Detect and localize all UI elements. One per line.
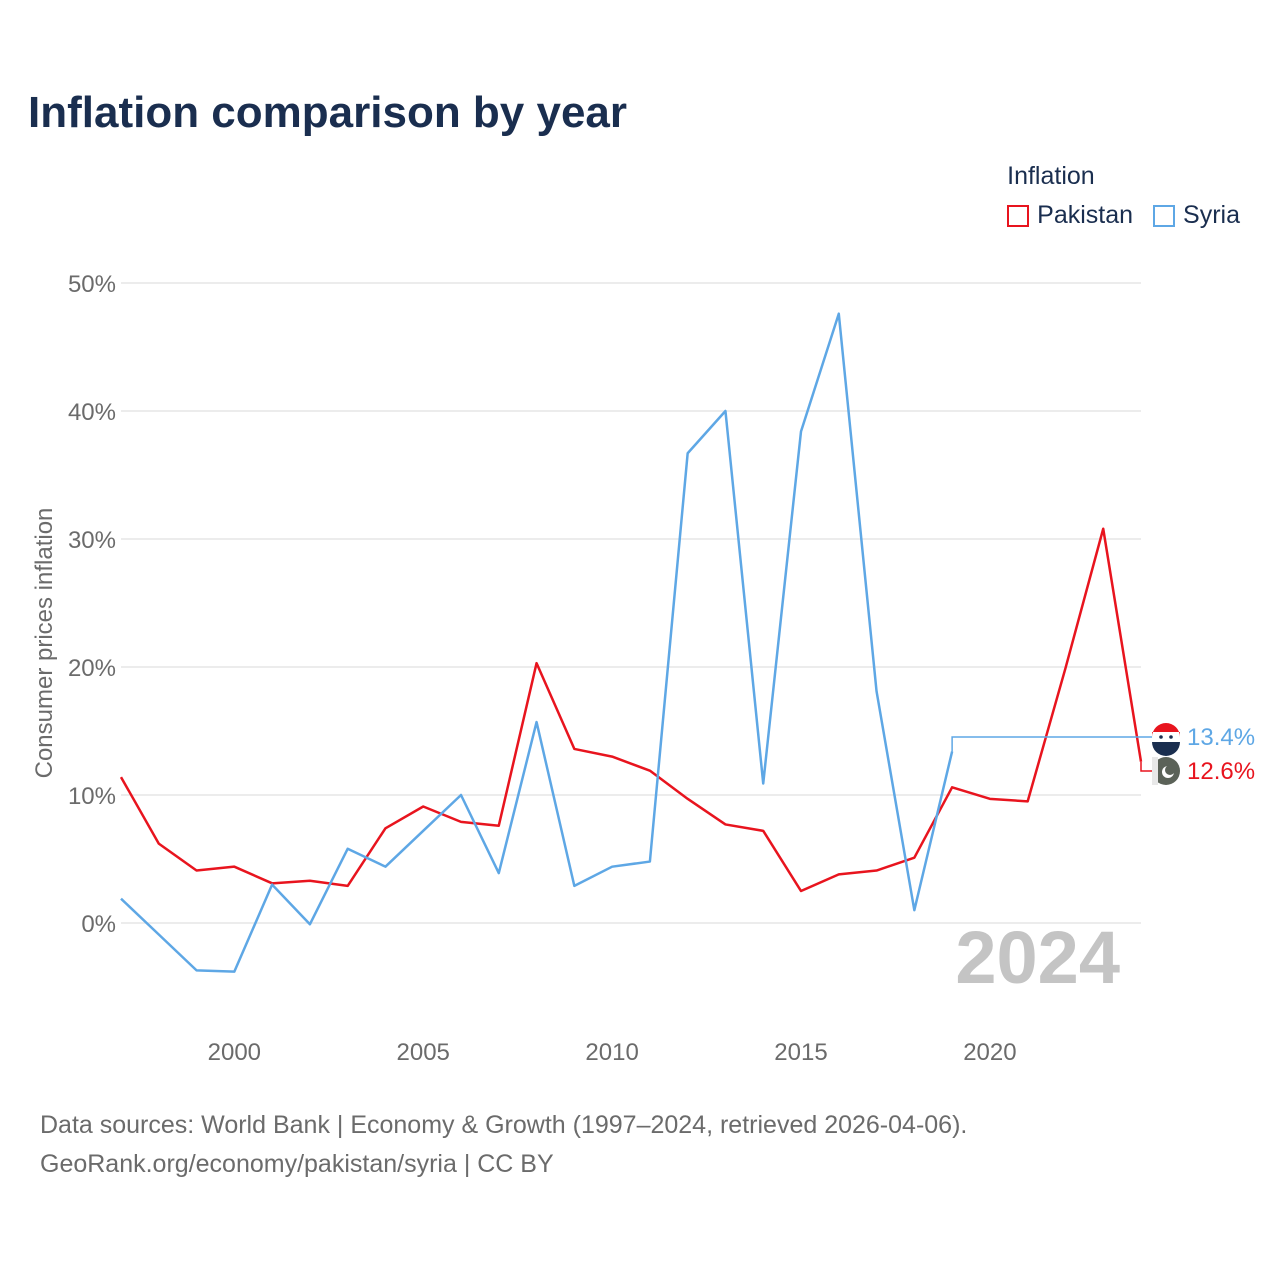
legend-title: Inflation [1007, 162, 1095, 190]
year-watermark: 2024 [955, 916, 1120, 999]
line-chart: 0% 10% 20% 30% 40% 50% 2000 2005 2010 2015 2020 C… [31, 271, 1255, 1066]
end-label-pakistan: 12.6% [1187, 758, 1255, 785]
x-tick-label: 2020 [963, 1039, 1016, 1066]
y-axis-ticks: 0% 10% 20% 30% 40% 50% [68, 271, 116, 938]
flag-crescent-cut [1165, 765, 1175, 775]
legend-label-pakistan: Pakistan [1037, 201, 1134, 229]
footer: Data sources: World Bank | Economy & Gro… [40, 1106, 967, 1184]
x-tick-label: 2005 [397, 1039, 450, 1066]
x-tick-label: 2000 [208, 1039, 261, 1066]
footer-sources: Data sources: World Bank | Economy & Gro… [40, 1111, 968, 1139]
legend-item-syria[interactable]: Syria [1153, 201, 1240, 230]
x-axis-ticks: 2000 2005 2010 2015 2020 [208, 1039, 1017, 1066]
legend-label-syria: Syria [1183, 201, 1240, 229]
y-tick-label: 30% [68, 527, 116, 554]
series-lines [119, 312, 1153, 973]
legend-swatch-pakistan [1007, 204, 1030, 227]
flag-star [1169, 735, 1173, 739]
y-tick-label: 10% [68, 783, 116, 810]
pakistan-flag-icon [1152, 757, 1180, 785]
legend: Inflation Pakistan Syria [1007, 162, 1240, 230]
y-axis-label: Consumer prices inflation [31, 508, 58, 779]
flag-top [1152, 723, 1180, 737]
end-label-syria: 13.4% [1187, 724, 1255, 751]
y-tick-label: 20% [68, 655, 116, 682]
series-connector-syria [951, 736, 1153, 752]
chart-title: Inflation comparison by year [28, 88, 628, 137]
flag-bottom [1152, 742, 1180, 756]
y-tick-label: 0% [81, 911, 116, 938]
x-tick-label: 2010 [585, 1039, 638, 1066]
legend-swatch-syria [1153, 204, 1176, 227]
series-line-pakistan [119, 527, 1143, 893]
footer-link[interactable]: GeoRank.org/economy/pakistan/syria | CC … [40, 1150, 554, 1178]
flag-stripe [1152, 757, 1158, 785]
series-line-syria [120, 312, 954, 973]
gridlines [121, 282, 1141, 924]
flag-star [1159, 735, 1163, 739]
y-tick-label: 50% [68, 271, 116, 298]
y-tick-label: 40% [68, 399, 116, 426]
syria-flag-icon [1152, 723, 1180, 756]
end-markers: 12.6% 13.4% [1152, 723, 1255, 785]
legend-item-pakistan[interactable]: Pakistan [1007, 201, 1133, 230]
series-connector-pakistan [1140, 761, 1153, 772]
x-tick-label: 2015 [774, 1039, 827, 1066]
